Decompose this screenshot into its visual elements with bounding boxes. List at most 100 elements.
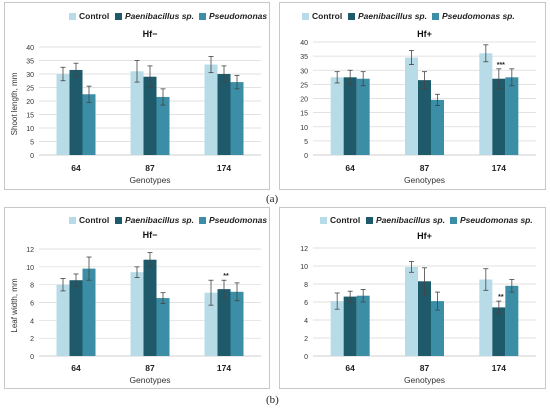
y-tick-label: 8 [30,283,34,290]
legend-label-paenibacillus: Paenibacillus sp. [125,215,194,225]
x-tick-label: 174 [492,163,506,173]
legend-swatch-paenibacillus [115,217,122,224]
y-tick-label: 0 [304,153,308,160]
chart-panel-shoot-hf-plus: 0 5 10 15 20 25 30 35 40 Hf+ Control Paenibacillus … [279,2,546,190]
bar-pseudomonas-87 [431,301,444,356]
x-tick-label: 87 [145,363,155,373]
bar-paenibacillus-87 [418,281,431,356]
y-tick-label: 40 [26,45,34,52]
bar-pseudomonas-87 [431,99,444,155]
bar-paenibacillus-87 [418,80,431,155]
legend-label-pseudomonas: Pseudomonas sp. [460,215,533,225]
y-tick-label: 2 [30,336,34,343]
bar-pseudomonas-87 [156,96,170,155]
bar-control-87 [130,272,144,356]
x-axis-label: Genotypes [129,375,170,385]
y-tick-label: 4 [304,318,308,325]
y-tick-label: 2 [304,336,308,343]
y-tick-label: 30 [300,68,308,75]
bar-pseudomonas-87 [156,298,170,356]
legend-swatch-paenibacillus [115,13,122,20]
bar-pseudomonas-64 [82,268,96,356]
bar-pseudomonas-174 [505,285,519,356]
significance-label: ** [498,294,504,301]
y-tick-label: 0 [30,354,34,361]
significance-label: *** [497,62,505,69]
legend-label-control: Control [330,215,360,225]
chart-title: Hf− [143,230,158,240]
y-tick-label: 20 [300,97,308,104]
bar-paenibacillus-64 [343,77,357,155]
bar-paenibacillus-87 [143,259,157,356]
bar-control-174 [479,53,493,155]
x-axis-label: Genotypes [404,175,445,185]
figure-label-a: (a) [266,193,279,205]
legend-label-pseudomonas: Pseudomonas sp. [442,11,515,21]
y-tick-label: 10 [26,265,34,272]
y-axis-label: Shoot length, mm [10,72,19,135]
x-tick-label: 174 [492,363,506,373]
legend-swatch-control [320,217,327,224]
legend-swatch-control [69,13,76,20]
bar-control-64 [330,301,344,356]
legend-swatch-pseudomonas [199,13,206,20]
y-tick-label: 25 [26,86,34,93]
legend-label-paenibacillus: Paenibacillus sp. [358,11,427,21]
bar-control-87 [405,57,418,155]
legend-label-paenibacillus: Paenibacillus sp. [376,215,445,225]
y-tick-label: 6 [30,301,34,308]
x-tick-label: 64 [345,363,355,373]
significance-label: ** [223,273,229,280]
bar-pseudomonas-174 [230,82,244,155]
y-tick-label: 5 [30,140,34,147]
legend-swatch-pseudomonas [432,13,439,20]
bar-paenibacillus-64 [69,69,83,155]
legend-swatch-paenibacillus [366,217,373,224]
bar-paenibacillus-64 [343,296,357,356]
bar-pseudomonas-64 [356,78,370,155]
legend-swatch-paenibacillus [348,13,355,20]
y-tick-label: 5 [304,139,308,146]
bar-pseudomonas-64 [356,295,370,356]
chart-svg: 0 2 4 6 8 10 12 Hf− Control Paenibacillus sp. Pseu… [10,215,269,385]
chart-svg: 0 5 10 15 20 25 30 35 40 Hf+ Control Paenibacillus … [300,11,536,185]
y-tick-label: 10 [26,126,34,133]
bar-control-64 [330,77,344,155]
y-tick-label: 35 [300,54,308,61]
bar-paenibacillus-174 [217,289,231,356]
bar-paenibacillus-64 [69,280,83,356]
y-tick-label: 10 [300,264,308,271]
chart-svg: 0 5 10 15 20 25 30 35 40 Hf− Control Paenibacillus … [10,11,269,185]
bar-control-64 [56,74,70,155]
chart-title: Hf− [143,29,158,39]
figure-label-b: (b) [266,394,279,406]
bar-pseudomonas-174 [505,77,519,155]
legend-swatch-pseudomonas [450,217,457,224]
bar-control-174 [479,279,493,356]
bar-control-87 [405,266,418,356]
y-tick-label: 8 [304,282,308,289]
x-axis-label: Genotypes [129,175,170,185]
legend-label-control: Control [79,215,109,225]
chart-title: Hf+ [417,231,432,241]
legend-label-control: Control [79,11,109,21]
bar-paenibacillus-174 [492,78,506,155]
y-tick-label: 10 [300,125,308,132]
y-tick-label: 15 [26,113,34,120]
x-tick-label: 64 [71,363,81,373]
y-tick-label: 6 [304,300,308,307]
bar-control-64 [56,284,70,356]
bar-paenibacillus-174 [217,74,231,155]
y-tick-label: 30 [26,72,34,79]
chart-panel-leaf-hf-plus: 0 2 4 6 8 10 12 Hf+ Control Paenibacillus sp. Pseu… [279,207,546,389]
legend-swatch-control [302,13,309,20]
y-tick-label: 0 [30,153,34,160]
x-tick-label: 174 [217,363,231,373]
legend-swatch-control [69,217,76,224]
legend-label-paenibacillus: Paenibacillus sp. [125,11,194,21]
legend-label-pseudomonas: Pseudomonas sp. [209,11,269,21]
chart-title: Hf+ [417,29,432,39]
bar-paenibacillus-174 [492,307,506,356]
y-axis-label: Leaf width, mm [10,278,19,333]
y-tick-label: 20 [26,99,34,106]
